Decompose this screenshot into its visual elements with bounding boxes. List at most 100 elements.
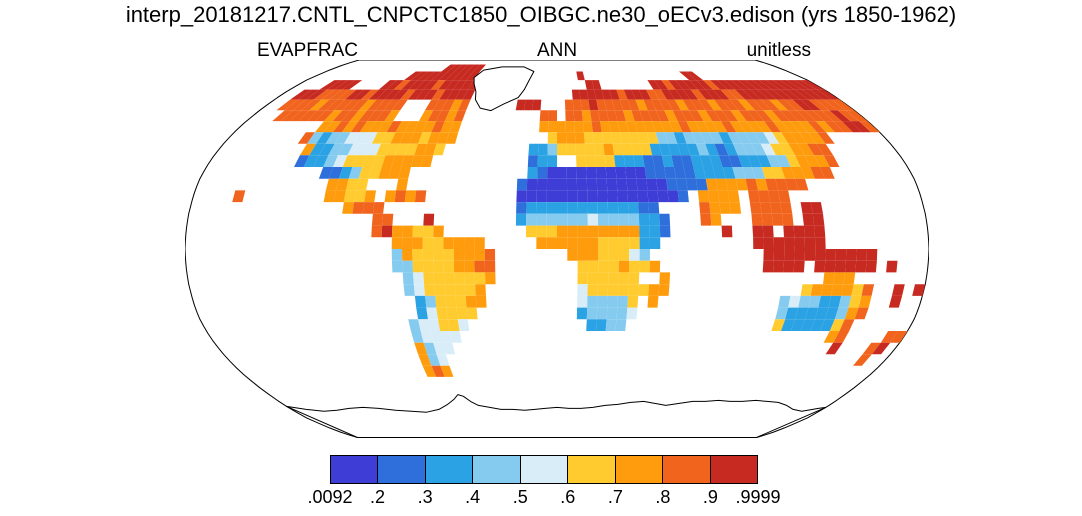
grid-cell bbox=[393, 80, 411, 90]
grid-cell bbox=[760, 143, 776, 156]
grid-cell bbox=[747, 155, 762, 167]
grid-cell bbox=[576, 307, 588, 320]
grid-cell bbox=[658, 143, 672, 156]
colorbar-tick-label: .8 bbox=[655, 487, 671, 507]
grid-cell bbox=[391, 237, 403, 249]
grid-cell bbox=[455, 295, 467, 308]
grid-cell bbox=[607, 202, 619, 214]
grid-cell bbox=[742, 143, 757, 156]
grid-cell bbox=[362, 132, 378, 144]
grid-cell bbox=[434, 284, 446, 296]
grid-cell bbox=[606, 178, 618, 191]
grid-cell bbox=[318, 167, 333, 179]
grid-cell bbox=[431, 365, 445, 377]
grid-cell bbox=[359, 121, 376, 133]
grid-cell bbox=[664, 110, 678, 122]
grid-cell bbox=[443, 249, 454, 261]
grid-cell bbox=[808, 295, 821, 308]
grid-cell bbox=[352, 89, 372, 100]
grid-cell bbox=[604, 99, 615, 111]
grid-cell bbox=[539, 121, 549, 133]
grid-cell bbox=[653, 89, 667, 100]
grid-cell bbox=[804, 249, 816, 261]
grid-cell bbox=[627, 295, 639, 308]
colorbar-tick-label: .9 bbox=[702, 487, 718, 507]
grid-cell bbox=[384, 89, 402, 100]
grid-cell bbox=[402, 272, 414, 285]
grid-cell bbox=[309, 143, 326, 156]
grid-cell bbox=[326, 80, 349, 90]
grid-cell bbox=[809, 89, 832, 100]
grid-cell bbox=[785, 307, 799, 320]
grid-cell bbox=[610, 132, 622, 144]
grid-cell bbox=[788, 143, 805, 156]
grid-cell bbox=[815, 249, 826, 261]
map-border bbox=[185, 60, 929, 438]
grid-cell bbox=[388, 167, 402, 179]
grid-cell bbox=[680, 155, 694, 167]
grid-cell bbox=[577, 213, 588, 226]
grid-cell bbox=[297, 89, 320, 100]
grid-cell bbox=[838, 295, 852, 308]
grid-cell bbox=[358, 167, 372, 179]
grid-cell bbox=[649, 225, 661, 238]
grid-cell bbox=[729, 121, 746, 133]
grid-cell bbox=[557, 202, 568, 214]
grid-cell bbox=[596, 307, 608, 320]
grid-cell bbox=[546, 213, 557, 226]
grid-cell bbox=[423, 272, 435, 285]
grid-cell bbox=[646, 178, 658, 191]
grid-cell bbox=[614, 155, 626, 167]
grid-cell bbox=[761, 213, 773, 226]
grid-cell bbox=[433, 342, 446, 355]
grid-cell bbox=[371, 132, 387, 144]
grid-cell bbox=[858, 295, 872, 308]
grid-cell bbox=[592, 132, 604, 144]
grid-cell bbox=[329, 89, 350, 100]
grid-cell bbox=[422, 249, 434, 261]
grid-cell bbox=[725, 178, 738, 191]
grid-cell bbox=[656, 178, 668, 191]
grid-cell bbox=[445, 295, 457, 308]
grid-cell bbox=[537, 167, 548, 179]
grid-cell bbox=[576, 178, 588, 191]
grid-cell bbox=[232, 190, 246, 203]
grid-cell bbox=[690, 99, 706, 111]
grid-cell bbox=[865, 260, 877, 273]
grid-cell bbox=[341, 80, 363, 90]
grid-cell bbox=[462, 89, 476, 100]
grid-cell bbox=[334, 99, 353, 111]
colorbar-segment bbox=[663, 456, 711, 483]
grid-cell bbox=[367, 99, 385, 111]
grid-cell bbox=[454, 272, 465, 285]
grid-cell bbox=[402, 260, 413, 273]
grid-cell bbox=[420, 331, 434, 343]
grid-cell bbox=[539, 110, 549, 122]
grid-cell bbox=[754, 132, 770, 144]
grid-cell bbox=[820, 319, 835, 331]
grid-cell bbox=[616, 89, 628, 100]
grid-cell bbox=[729, 99, 747, 111]
grid-cell bbox=[546, 237, 557, 249]
plot-title: interp_20181217.CNTL_CNPCTC1850_OIBGC.ne… bbox=[125, 2, 957, 27]
grid-cell bbox=[618, 272, 629, 285]
grid-cell bbox=[566, 167, 577, 179]
grid-cell bbox=[677, 143, 691, 156]
grid-cell bbox=[423, 342, 437, 355]
grid-cell bbox=[816, 89, 840, 100]
grid-cell bbox=[851, 284, 864, 296]
grid-cell bbox=[305, 89, 327, 100]
grid-cell bbox=[573, 110, 583, 122]
grid-cell bbox=[402, 237, 413, 249]
grid-cell bbox=[695, 143, 710, 156]
grid-cell bbox=[453, 260, 465, 273]
grid-cell bbox=[341, 121, 359, 133]
grid-cell bbox=[433, 143, 446, 156]
grid-cell bbox=[381, 155, 396, 167]
grid-cell bbox=[854, 307, 869, 320]
grid-cell bbox=[318, 143, 335, 156]
grid-cell bbox=[762, 260, 774, 273]
grid-cell bbox=[325, 99, 345, 111]
grid-cell bbox=[368, 167, 382, 179]
grid-cell bbox=[399, 132, 414, 144]
